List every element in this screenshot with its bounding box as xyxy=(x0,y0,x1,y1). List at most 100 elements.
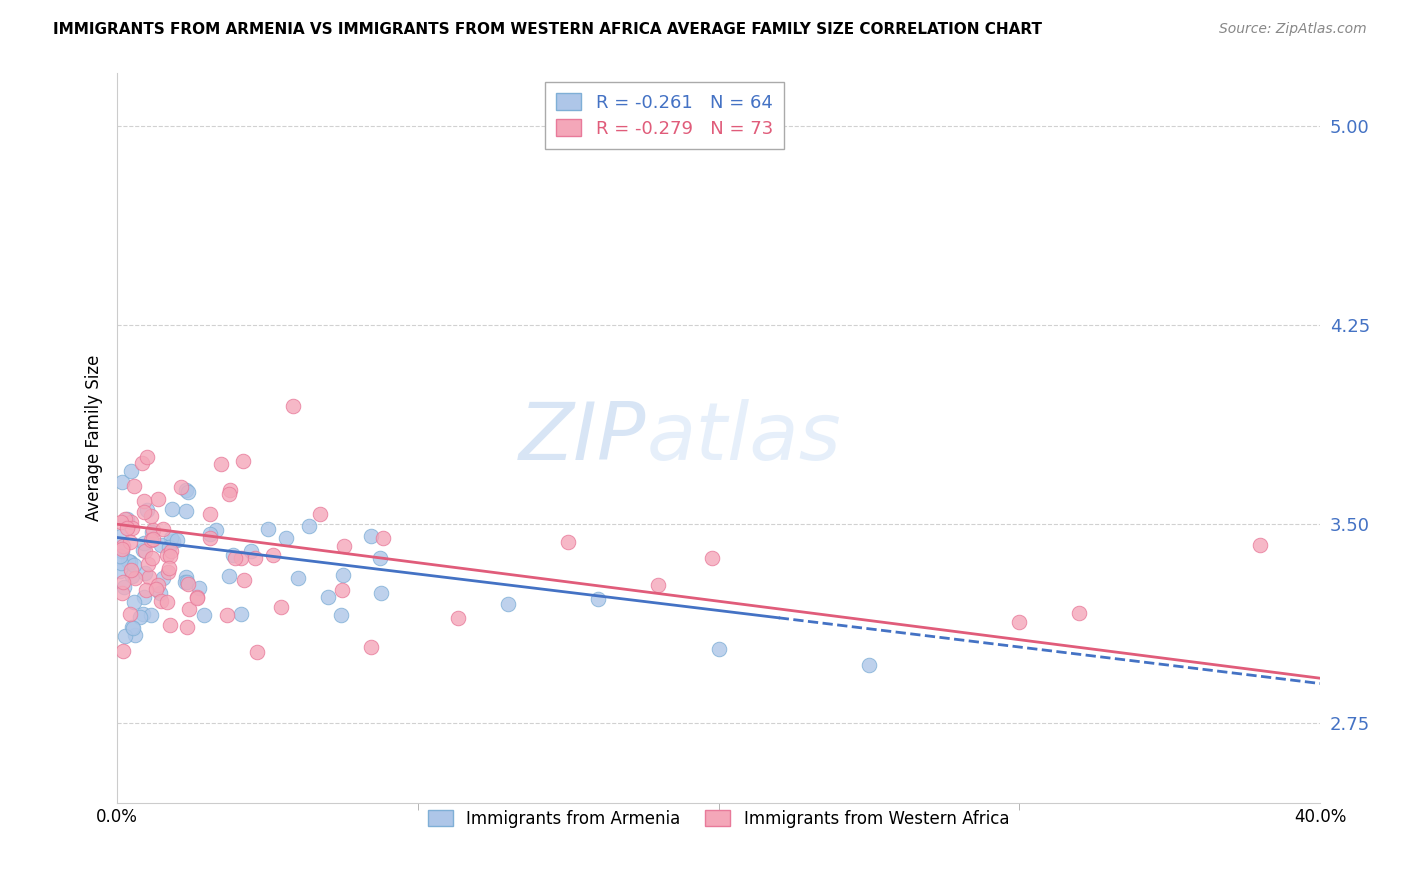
Point xyxy=(162,501,184,516)
Point xyxy=(360,640,382,655)
Point xyxy=(232,573,254,587)
Point xyxy=(174,504,197,518)
Point xyxy=(647,577,669,591)
Point xyxy=(316,591,339,605)
Text: ZIP: ZIP xyxy=(519,399,647,477)
Point xyxy=(173,575,195,590)
Point xyxy=(132,494,155,508)
Point xyxy=(135,583,157,598)
Text: Source: ZipAtlas.com: Source: ZipAtlas.com xyxy=(1219,22,1367,37)
Point xyxy=(111,542,134,557)
Point xyxy=(187,582,209,596)
Point xyxy=(112,574,135,589)
Point xyxy=(156,595,179,609)
Point xyxy=(110,557,132,571)
Point xyxy=(156,548,179,562)
Point xyxy=(136,450,159,465)
Point xyxy=(370,585,392,599)
Point xyxy=(134,536,156,550)
Point xyxy=(232,453,254,467)
Point xyxy=(149,586,172,600)
Point xyxy=(1008,615,1031,629)
Point xyxy=(111,539,134,553)
Point xyxy=(117,554,139,568)
Y-axis label: Average Family Size: Average Family Size xyxy=(86,355,103,521)
Point xyxy=(193,608,215,623)
Point xyxy=(246,645,269,659)
Point xyxy=(160,532,183,546)
Point xyxy=(447,611,470,625)
Point xyxy=(707,641,730,656)
Point xyxy=(218,487,240,501)
Point xyxy=(330,582,353,597)
Point xyxy=(700,550,723,565)
Point xyxy=(333,539,356,553)
Point xyxy=(128,609,150,624)
Point xyxy=(231,551,253,566)
Point xyxy=(108,564,131,578)
Point xyxy=(141,551,163,566)
Point xyxy=(177,576,200,591)
Point xyxy=(217,607,239,622)
Point xyxy=(138,557,160,571)
Point xyxy=(160,544,183,558)
Point xyxy=(276,531,298,545)
Point xyxy=(231,607,253,621)
Point xyxy=(177,485,200,500)
Point xyxy=(139,533,162,548)
Point xyxy=(177,602,200,616)
Point xyxy=(122,479,145,493)
Point xyxy=(152,522,174,536)
Text: IMMIGRANTS FROM ARMENIA VS IMMIGRANTS FROM WESTERN AFRICA AVERAGE FAMILY SIZE CO: IMMIGRANTS FROM ARMENIA VS IMMIGRANTS FR… xyxy=(53,22,1042,37)
Point xyxy=(240,544,263,558)
Point xyxy=(135,503,157,517)
Point xyxy=(142,523,165,537)
Point xyxy=(118,555,141,569)
Point xyxy=(174,569,197,583)
Point xyxy=(121,620,143,634)
Point xyxy=(122,595,145,609)
Point xyxy=(121,569,143,583)
Point xyxy=(262,548,284,562)
Point xyxy=(243,550,266,565)
Point xyxy=(152,571,174,585)
Point xyxy=(111,586,134,600)
Point xyxy=(148,492,170,507)
Point xyxy=(117,521,139,535)
Point xyxy=(162,534,184,549)
Point xyxy=(115,512,138,526)
Point xyxy=(360,528,382,542)
Point xyxy=(198,527,221,541)
Point xyxy=(281,399,304,413)
Point xyxy=(858,658,880,673)
Point xyxy=(118,534,141,549)
Point xyxy=(219,483,242,498)
Point xyxy=(186,591,208,605)
Point xyxy=(588,591,610,606)
Point xyxy=(110,515,132,529)
Point xyxy=(270,599,292,614)
Point xyxy=(170,480,193,494)
Point xyxy=(121,621,143,635)
Point xyxy=(139,508,162,523)
Point xyxy=(110,529,132,543)
Point xyxy=(132,607,155,621)
Point xyxy=(120,464,142,478)
Text: atlas: atlas xyxy=(647,399,841,477)
Point xyxy=(121,521,143,535)
Point xyxy=(186,590,208,604)
Point xyxy=(108,549,131,563)
Point xyxy=(257,523,280,537)
Point xyxy=(309,508,332,522)
Point xyxy=(145,582,167,597)
Point xyxy=(157,566,180,580)
Point xyxy=(138,569,160,583)
Legend: Immigrants from Armenia, Immigrants from Western Africa: Immigrants from Armenia, Immigrants from… xyxy=(422,804,1017,835)
Point xyxy=(368,551,391,566)
Point xyxy=(112,644,135,658)
Point xyxy=(166,533,188,548)
Point xyxy=(142,532,165,546)
Point xyxy=(114,511,136,525)
Point xyxy=(120,515,142,529)
Point xyxy=(159,618,181,632)
